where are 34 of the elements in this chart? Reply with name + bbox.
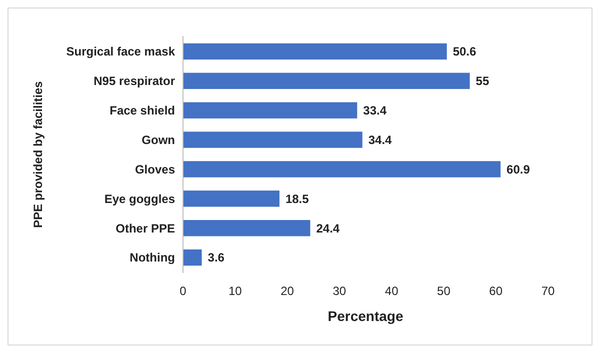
y-tick-label: Nothing	[130, 250, 175, 265]
x-tick-label: 30	[332, 284, 346, 298]
x-tick-label: 10	[228, 284, 242, 298]
bar	[183, 220, 310, 236]
bar	[183, 132, 362, 148]
x-tick-label: 0	[180, 284, 187, 298]
data-label: 60.9	[506, 162, 530, 176]
bar	[183, 190, 280, 207]
y-tick-label: Face shield	[110, 104, 175, 118]
x-axis-title: Percentage	[328, 308, 404, 324]
bar	[183, 249, 202, 266]
data-label: 55	[476, 74, 490, 88]
data-label: 50.6	[452, 44, 477, 59]
x-tick-label: 50	[437, 284, 451, 298]
y-tick-label: Gown	[142, 132, 175, 147]
data-label: 18.5	[285, 192, 310, 206]
data-label: 33.4	[363, 104, 387, 118]
y-tick-label: Other PPE	[116, 221, 175, 236]
y-tick-label: Eye goggles	[104, 192, 176, 206]
x-tick-label: 20	[280, 284, 294, 298]
bar	[183, 43, 447, 60]
x-tick-label: 70	[541, 284, 555, 298]
bar	[183, 72, 470, 89]
x-tick-label: 60	[489, 284, 503, 298]
bar	[183, 102, 358, 118]
x-tick-label: 40	[384, 284, 399, 298]
bar	[183, 161, 501, 178]
data-label: 24.4	[316, 221, 340, 236]
data-label: 3.6	[208, 250, 225, 265]
y-tick-label: Gloves	[134, 162, 176, 176]
data-label: 34.4	[368, 132, 392, 147]
y-tick-label: Surgical face mask	[66, 44, 176, 59]
y-axis-title: PPE provided by facilities	[31, 80, 45, 228]
y-tick-label: N95 respirator	[94, 74, 176, 88]
